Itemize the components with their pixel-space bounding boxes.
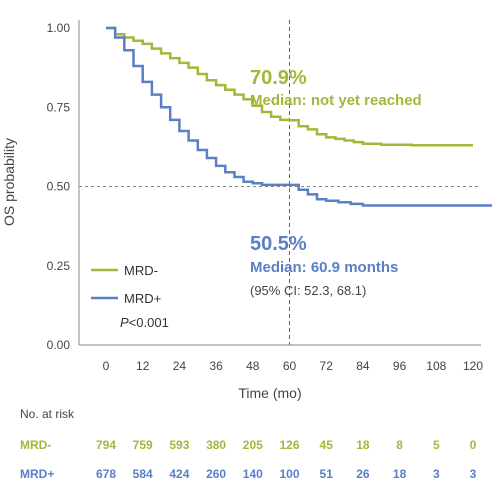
- p-value: P<0.001: [120, 315, 169, 330]
- curve-mrd-pos: [106, 26, 492, 207]
- x-axis-title: Time (mo): [238, 385, 301, 401]
- risk-table-title: No. at risk: [20, 407, 75, 421]
- x-tick-label: 36: [209, 359, 223, 373]
- risk-table: MRD-794759593380205126451885000MRD+67858…: [20, 438, 477, 481]
- legend-label-mrd-pos: MRD+: [124, 291, 161, 306]
- risk-value: 100: [279, 467, 299, 481]
- x-tick-label: 0: [103, 359, 110, 373]
- x-tick-labels: 01224364860728496108120132144: [103, 359, 484, 373]
- annotation-mrd-pos: 50.5% Median: 60.9 months (95% CI: 52.3,…: [250, 233, 398, 298]
- mrd-pos-ci: (95% CI: 52.3, 68.1): [250, 283, 366, 298]
- risk-value: 0: [470, 438, 477, 452]
- risk-value: 140: [243, 467, 263, 481]
- x-tick-label: 108: [426, 359, 446, 373]
- risk-value: 3: [433, 467, 440, 481]
- survival-curves: [106, 26, 492, 207]
- legend-label-mrd-neg: MRD-: [124, 263, 158, 278]
- risk-value: 205: [243, 438, 263, 452]
- mrd-neg-percent: 70.9%: [250, 67, 307, 89]
- risk-row-label: MRD+: [20, 467, 54, 481]
- mrd-pos-median: Median: 60.9 months: [250, 259, 398, 276]
- y-tick-labels: 0.00 0.25 0.50 0.75 1.00: [47, 21, 71, 352]
- risk-value: 126: [279, 438, 299, 452]
- risk-value: 260: [206, 467, 226, 481]
- risk-value: 18: [393, 467, 407, 481]
- mrd-pos-percent: 50.5%: [250, 233, 307, 255]
- risk-value: 45: [320, 438, 334, 452]
- y-tick-label: 1.00: [47, 21, 71, 35]
- annotation-mrd-neg: 70.9% Median: not yet reached: [250, 67, 422, 109]
- axes: [78, 20, 481, 346]
- x-tick-label: 96: [393, 359, 407, 373]
- y-tick-label: 0.50: [47, 180, 71, 194]
- x-tick-label: 24: [173, 359, 187, 373]
- risk-value: 51: [320, 467, 334, 481]
- x-tick-label: 60: [283, 359, 297, 373]
- reference-lines: [79, 20, 481, 345]
- y-tick-label: 0.25: [47, 259, 71, 273]
- risk-value: 759: [133, 438, 153, 452]
- risk-value: 18: [356, 438, 370, 452]
- y-axis-title: OS probability: [1, 138, 17, 226]
- risk-value: 794: [96, 438, 116, 452]
- y-tick-label: 0.00: [47, 338, 71, 352]
- risk-value: 593: [169, 438, 189, 452]
- mrd-neg-median: Median: not yet reached: [250, 92, 422, 109]
- risk-value: 5: [433, 438, 440, 452]
- legend: MRD- MRD+ P<0.001: [91, 263, 169, 330]
- risk-row-label: MRD-: [20, 438, 51, 452]
- risk-value: 380: [206, 438, 226, 452]
- risk-value: 3: [470, 467, 477, 481]
- x-tick-label: 12: [136, 359, 150, 373]
- x-tick-label: 120: [463, 359, 483, 373]
- y-tick-label: 0.75: [47, 100, 71, 114]
- risk-value: 26: [356, 467, 370, 481]
- risk-value: 678: [96, 467, 116, 481]
- risk-value: 424: [169, 467, 189, 481]
- risk-value: 584: [133, 467, 153, 481]
- x-tick-label: 48: [246, 359, 260, 373]
- x-tick-label: 72: [320, 359, 334, 373]
- curve-mrd-neg: [106, 26, 473, 147]
- x-tick-label: 84: [356, 359, 370, 373]
- risk-value: 8: [396, 438, 403, 452]
